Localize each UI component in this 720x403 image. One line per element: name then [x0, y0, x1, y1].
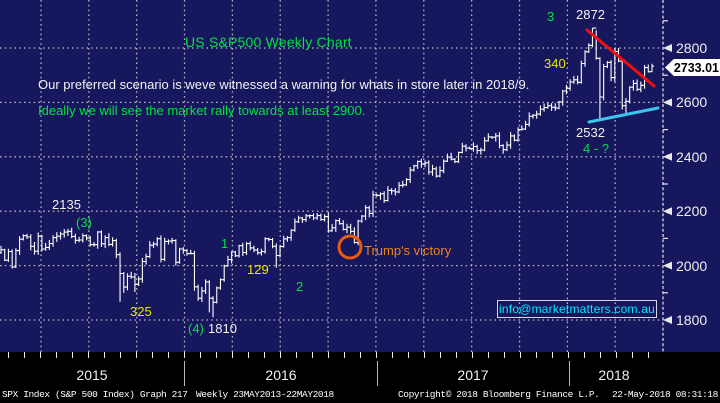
status-copyright: Copyright© 2018 Bloomberg Finance L.P. [398, 389, 600, 400]
month-tick [312, 352, 313, 358]
month-tick [568, 352, 569, 358]
month-tick [264, 352, 265, 358]
month-tick [184, 352, 185, 358]
status-timestamp: 22-May-2018 08:31:18 [611, 389, 718, 400]
y-axis-label-2600: 2600 [676, 94, 708, 111]
month-tick [536, 352, 537, 358]
target-text: Ideally we will see the market rally tow… [38, 103, 366, 118]
y-tick-arrow [663, 98, 672, 107]
price-chart-svg[interactable] [0, 0, 720, 352]
month-tick [456, 352, 457, 358]
scenario-text: Our preferred scenario is weve witnessed… [38, 77, 530, 92]
annotation-1810: 1810 [208, 321, 237, 336]
annotation-3: (3) [76, 215, 92, 230]
month-tick [72, 352, 73, 358]
month-tick [168, 352, 169, 358]
year-separator [569, 361, 570, 386]
month-tick [296, 352, 297, 358]
y-tick-arrow [663, 152, 672, 161]
ohlc-bars [0, 27, 654, 318]
month-tick [376, 352, 377, 358]
x-axis-label-2018: 2018 [598, 367, 630, 383]
annotation-3: 3 [547, 9, 555, 24]
month-tick [56, 352, 57, 358]
month-tick [104, 352, 105, 358]
month-tick [200, 352, 201, 358]
annotation-325: 325 [130, 304, 152, 319]
month-tick [648, 352, 649, 358]
month-tick [328, 352, 329, 358]
status-range: Weekly 23MAY2013-22MAY2018 [196, 389, 334, 400]
month-tick [88, 352, 89, 358]
last-price-tag: 2733.01 [665, 59, 720, 76]
y-axis-label-2000: 2000 [676, 257, 708, 274]
y-tick-arrow [663, 44, 672, 52]
last-price-value: 2733.01 [673, 60, 719, 75]
x-axis-label-2015: 2015 [76, 367, 108, 383]
annotation-4: (4) [188, 321, 204, 336]
month-tick [584, 352, 585, 358]
month-tick [24, 352, 25, 358]
status-instrument: SPX Index (S&P 500 Index) Graph 217 [2, 389, 188, 400]
month-tick [552, 352, 553, 358]
y-axis-label-2200: 2200 [676, 203, 708, 220]
trendline-resistance [585, 28, 656, 88]
x-axis-label-2017: 2017 [457, 367, 489, 383]
annotation-340: 340 [544, 56, 566, 71]
chart-title: US S&P500 Weekly Chart [185, 34, 352, 50]
y-tick-arrow [663, 261, 672, 270]
y-axis-label-2800: 2800 [676, 40, 708, 56]
month-tick [8, 352, 9, 358]
month-tick [424, 352, 425, 358]
y-axis-label-1800: 1800 [676, 312, 708, 328]
y-tick-arrow [663, 316, 672, 324]
month-tick [520, 352, 521, 358]
year-separator [377, 361, 378, 386]
year-separator [184, 361, 185, 386]
status-bar: SPX Index (S&P 500 Index) Graph 217 Week… [0, 387, 720, 403]
event-circle [337, 234, 363, 260]
watermark-email-box: info@marketmatters.com.au [497, 300, 657, 318]
month-tick [488, 352, 489, 358]
month-tick [216, 352, 217, 358]
month-tick [248, 352, 249, 358]
month-tick [472, 352, 473, 358]
y-tick-arrow [663, 207, 672, 216]
month-tick [344, 352, 345, 358]
chart-plot-area[interactable]: US S&P500 Weekly Chart Our preferred sce… [0, 0, 720, 352]
x-axis-label-2016: 2016 [265, 367, 297, 383]
month-tick [40, 352, 41, 358]
month-tick [440, 352, 441, 358]
annotation-2: 2 [296, 279, 304, 294]
month-tick [600, 352, 601, 358]
annotation-4: 4 - ? [583, 141, 610, 156]
month-tick [408, 352, 409, 358]
grid-layer [0, 0, 663, 352]
month-tick [120, 352, 121, 358]
month-tick [616, 352, 617, 358]
month-tick [392, 352, 393, 358]
month-tick [136, 352, 137, 358]
annotation-trump-s-victory: Trump's victory [364, 243, 452, 258]
y-axis-label-2400: 2400 [676, 148, 708, 165]
time-axis-panel: SPX Index (S&P 500 Index) Graph 217 Week… [0, 352, 720, 403]
annotation-2532: 2532 [576, 125, 605, 140]
month-tick [360, 352, 361, 358]
trendline-support [587, 106, 660, 124]
month-tick [504, 352, 505, 358]
month-tick [152, 352, 153, 358]
annotation-129: 129 [247, 262, 269, 277]
month-tick [632, 352, 633, 358]
month-tick [232, 352, 233, 358]
month-tick [280, 352, 281, 358]
annotation-1: 1 [221, 236, 229, 251]
annotation-2135: 2135 [52, 197, 81, 212]
annotation-2872: 2872 [576, 7, 605, 22]
watermark-email: info@marketmatters.com.au [499, 302, 655, 316]
